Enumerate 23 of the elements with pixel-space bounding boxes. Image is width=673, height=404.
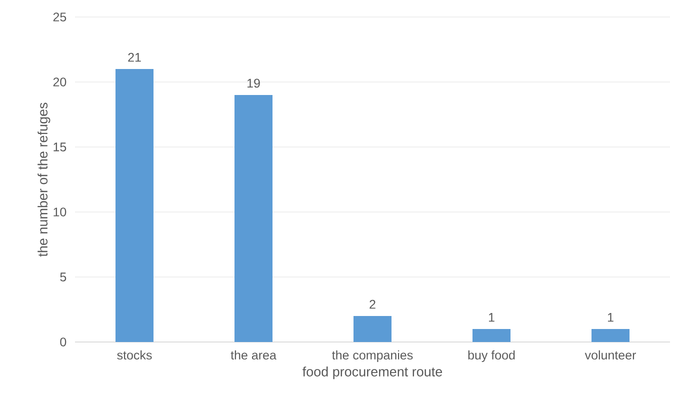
bar (354, 316, 392, 342)
y-tick-label: 0 (60, 338, 66, 346)
x-tick-label: the area (230, 350, 276, 360)
y-tick-label: 15 (54, 142, 66, 152)
y-tick-label: 20 (53, 78, 66, 86)
data-label: 2 (370, 300, 376, 309)
x-tick-label: volunteer (584, 350, 636, 360)
x-axis-title: food procurement route (302, 366, 442, 380)
data-label: 1 (608, 313, 614, 322)
bar (592, 329, 630, 342)
y-tick-label: 25 (53, 12, 66, 22)
data-label: 19 (248, 78, 260, 88)
x-tick-label: buy food (468, 350, 515, 362)
data-label: 1 (488, 313, 494, 322)
y-tick-label: 10 (54, 208, 66, 216)
x-tick-label: stocks (117, 350, 152, 360)
data-label: 21 (128, 52, 141, 62)
bar (116, 68, 154, 342)
y-tick-label: 5 (60, 272, 66, 282)
y-axis-title: the number of the refuges (38, 102, 50, 257)
x-tick-label: the companies (332, 350, 413, 362)
bar (234, 94, 273, 342)
bar (472, 329, 511, 342)
